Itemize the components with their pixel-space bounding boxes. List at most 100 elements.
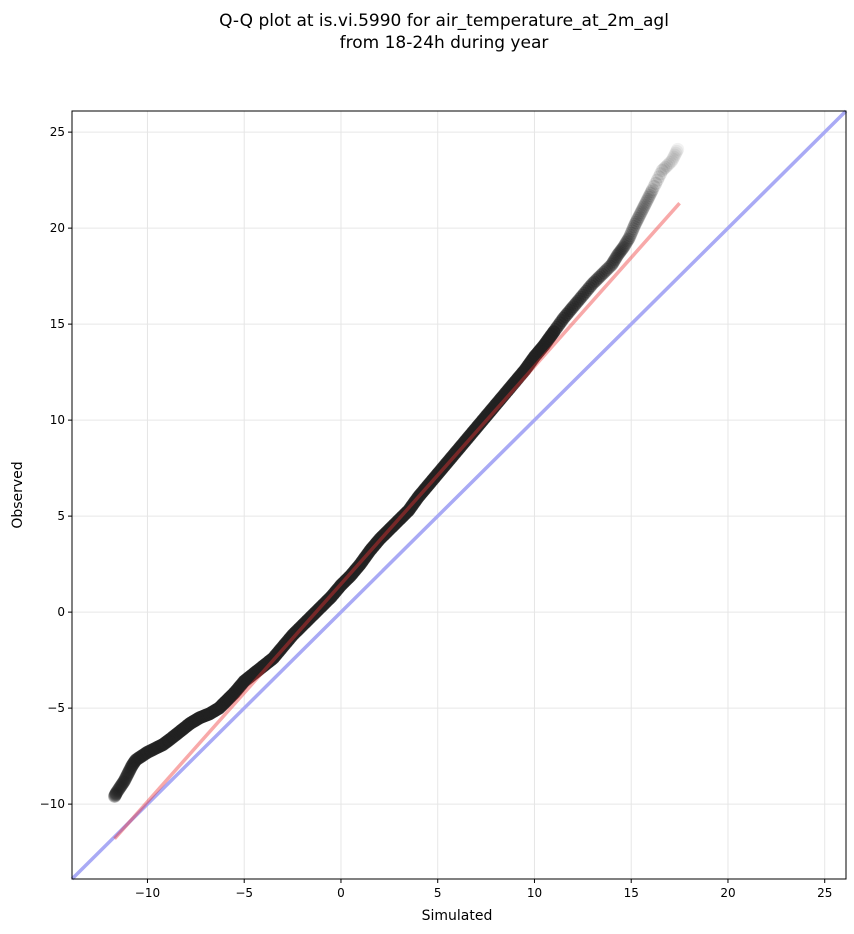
- qq-point: [617, 239, 631, 253]
- qq-point: [609, 251, 623, 265]
- qq-point: [111, 784, 125, 798]
- qq-point: [650, 173, 664, 187]
- qq-point: [120, 769, 134, 783]
- qq-point: [569, 296, 583, 310]
- x-tick-label: 15: [624, 886, 639, 900]
- qq-point: [668, 148, 682, 162]
- qq-point: [605, 258, 619, 272]
- chart-title-line-2: from 18-24h during year: [340, 33, 549, 53]
- quantile-points: [108, 142, 685, 803]
- plot-frame: [71, 110, 847, 880]
- qq-point: [598, 264, 612, 278]
- qq-point: [640, 194, 654, 208]
- qq-point: [649, 176, 663, 190]
- qq-point: [577, 286, 591, 300]
- qq-point: [611, 248, 625, 262]
- qq-point: [660, 159, 674, 173]
- qq-point: [641, 192, 655, 206]
- qq-point: [639, 196, 653, 210]
- qq-point: [628, 217, 642, 231]
- qq-point: [112, 782, 126, 796]
- qq-point: [114, 779, 128, 793]
- grid: [72, 111, 846, 879]
- qq-point: [126, 757, 140, 771]
- qq-point: [581, 283, 595, 297]
- qq-point: [667, 150, 681, 164]
- qq-point: [665, 154, 679, 168]
- qq-point: [643, 188, 657, 202]
- qq-point: [127, 756, 141, 770]
- identity-line-path: [70, 109, 848, 881]
- qq-point: [603, 259, 617, 273]
- qq-point: [642, 190, 656, 204]
- qq-point: [632, 210, 646, 224]
- x-tick-label: 10: [527, 886, 542, 900]
- y-tick-label: 0: [57, 605, 65, 619]
- qq-point: [618, 237, 632, 251]
- qq-point: [620, 234, 634, 248]
- qq-point: [579, 284, 593, 298]
- qq-point: [123, 763, 137, 777]
- qq-point: [566, 300, 580, 314]
- qq-point: [654, 167, 668, 181]
- qq-point: [647, 180, 661, 194]
- qq-point: [109, 788, 123, 802]
- qq-point: [108, 788, 122, 802]
- qq-point: [109, 786, 123, 800]
- qq-point: [624, 226, 638, 240]
- qq-point: [558, 309, 572, 323]
- qq-point: [115, 777, 129, 791]
- qq-point: [669, 146, 683, 160]
- qq-point: [662, 157, 676, 171]
- x-tick-label: 0: [337, 886, 345, 900]
- qq-point: [634, 206, 648, 220]
- qq-point: [590, 272, 604, 286]
- y-tick-label: 10: [50, 413, 65, 427]
- qq-point: [571, 294, 585, 308]
- qq-point: [115, 778, 129, 792]
- qq-point: [610, 250, 624, 264]
- qq-point: [118, 773, 132, 787]
- y-axis-label: Observed: [10, 461, 26, 528]
- x-tick-label: 5: [434, 886, 442, 900]
- qq-point: [616, 240, 630, 254]
- qq-point: [586, 277, 600, 291]
- qq-point: [608, 253, 622, 267]
- y-tick-label: −5: [47, 701, 65, 715]
- qq-point: [119, 772, 133, 786]
- qq-point: [636, 202, 650, 216]
- qq-point: [635, 204, 649, 218]
- qq-point: [128, 754, 142, 768]
- qq-point: [563, 304, 577, 318]
- qq-point: [619, 236, 633, 250]
- qq-point: [110, 786, 124, 800]
- y-ticks: −10 −5 0 5 10 15 20 25: [40, 125, 72, 811]
- qq-point: [623, 228, 637, 242]
- qq-point: [113, 781, 127, 795]
- y-tick-label: 15: [50, 317, 65, 331]
- qq-point: [670, 144, 684, 158]
- qq-point: [124, 760, 138, 774]
- qq-point: [637, 200, 651, 214]
- qq-point: [600, 262, 614, 276]
- x-tick-label: −5: [235, 886, 253, 900]
- qq-point: [631, 212, 645, 226]
- qq-point: [587, 275, 601, 289]
- qq-point: [565, 302, 579, 316]
- qq-point: [121, 766, 135, 780]
- qq-point: [630, 213, 644, 227]
- x-axis-label: Simulated: [422, 908, 493, 924]
- qq-point: [645, 185, 659, 199]
- qq-point: [126, 758, 140, 772]
- y-tick-label: 20: [50, 221, 65, 235]
- qq-point: [597, 266, 611, 280]
- qq-point: [119, 770, 133, 784]
- y-tick-label: 25: [50, 125, 65, 139]
- qq-point: [117, 775, 131, 789]
- qq-point: [108, 789, 122, 803]
- qq-point: [633, 208, 647, 222]
- fit-line-path: [113, 201, 681, 840]
- qq-point: [646, 183, 659, 197]
- qq-point: [658, 160, 672, 174]
- x-tick-label: −10: [135, 886, 160, 900]
